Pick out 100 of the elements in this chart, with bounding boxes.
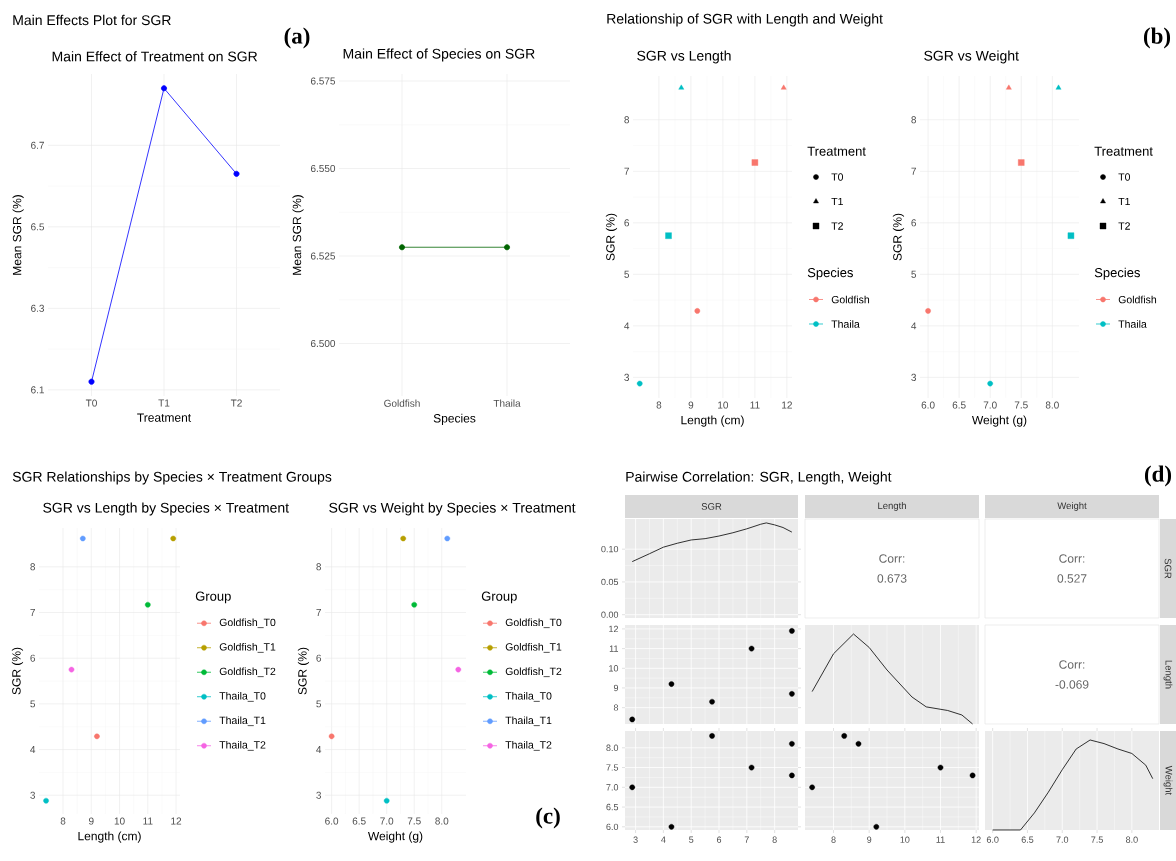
y-tick-label: 6.500 [310,339,336,348]
y-tick-label: 3 [911,373,917,381]
text: T1 [831,197,843,206]
x-tick-label: 7.5 [1014,401,1028,409]
x-axis-title: Weight (g) [367,831,423,843]
y-tick-label: 7 [911,167,916,175]
y-tick-label: 6.550 [310,164,336,173]
point [383,797,390,804]
x-tick-label: 3 [633,836,638,843]
x-tick-label: 6.0 [986,836,999,843]
point [780,84,787,90]
x-tick-label: Thaila [493,399,521,407]
point [170,535,177,542]
y-axis-title: SGR (%) [11,647,24,695]
y-tick-label: 5 [624,270,630,278]
x-axis-title: Treatment [137,413,192,422]
point [629,716,636,723]
legend-label: Thaila_T2 [505,740,552,751]
text: (d) [1144,465,1172,487]
x-tick-label: 6.5 [952,401,966,409]
text: Thaila [1118,320,1147,328]
y-tick-label: 6 [624,219,630,227]
legend-label: Thaila_T1 [505,716,552,727]
x-tick-label: 9 [88,817,94,825]
point [873,824,880,830]
point [444,535,451,542]
point [789,691,795,697]
y-tick-label: 6.0 [606,823,619,831]
y2-axis-title: Weight [1163,765,1173,796]
y-tick-label: 7 [30,609,35,616]
point [411,601,418,608]
point [789,772,795,779]
x-tick-label: 12 [171,817,182,825]
y-axis-title: SGR (%) [605,213,618,261]
chart-title: SGR vs Weight by Species × Treatment [329,502,576,516]
text: Corr: [1059,554,1085,563]
point [789,628,795,634]
x-tick-label: 7.5 [1091,836,1103,843]
text: Species [1094,267,1140,280]
text: T0 [1118,173,1131,181]
legend-label: Goldfish_T0 [505,618,562,629]
point [969,772,976,779]
point [1018,159,1025,166]
y-tick-label: 6.5 [606,803,619,811]
legend-label: Thaila_T0 [505,691,552,702]
text: Main Effects Plot for SGR [13,14,171,26]
x-tick-label: 10 [114,817,125,825]
x-tick-label: 8 [60,817,66,825]
text: -0.069 [1055,680,1089,689]
point [80,535,86,542]
chart-title: SGR [701,503,722,510]
point [789,741,795,747]
chart-title: SGR vs Length [637,50,731,64]
x-tick-label: 8.0 [1045,401,1059,409]
y-tick-label: 8 [624,116,630,124]
legend-label: Thaila_T1 [219,716,266,727]
x-tick-label: 6.5 [352,817,366,825]
chart-title: SGR vs Weight [924,50,1019,64]
legend-label: Goldfish_T0 [219,618,276,629]
x-tick-label: 7 [744,836,749,843]
text: (a) [284,27,310,49]
point [233,170,240,177]
x-tick-label: 6.5 [1021,836,1034,843]
y-axis-title: SGR (%) [297,647,310,695]
x-axis-title: Weight (g) [971,415,1027,427]
text: (c) [536,807,560,829]
text: T2 [831,222,843,230]
x-tick-label: 11 [750,401,760,409]
x-tick-label: 5 [689,836,694,843]
x-tick-label: 12 [971,836,981,843]
y-tick-label: 8 [911,116,917,124]
y-tick-label: 9 [613,684,619,692]
x-tick-label: 8 [772,836,777,843]
point [987,380,993,387]
y-tick-label: 6 [30,654,36,662]
point [1067,232,1075,239]
text: Length [878,502,906,511]
y-axis-title: Mean SGR (%) [12,195,24,275]
x-tick-label: T0 [85,399,97,407]
y-tick-label: 8.0 [606,744,619,751]
text: 0.673 [877,574,907,583]
x-tick-label: 12 [782,401,792,409]
point [709,698,715,705]
legend-title: Treatment [807,146,866,156]
x-tick-label: 6.0 [921,401,935,409]
point [678,84,685,90]
legend-label: Goldfish_T2 [505,667,562,678]
point [668,824,675,830]
legend-label: Goldfish_T1 [505,642,562,653]
y-axis-title: Mean SGR (%) [292,195,304,275]
text: Thaila [831,320,860,328]
point [668,681,675,687]
text: 0.527 [1057,574,1087,583]
y-tick-label: 4 [911,322,917,330]
point [694,308,701,314]
y-tick-label: 4 [624,322,630,330]
x-axis-title: Length (cm) [681,415,744,427]
legend-title: Group [195,591,231,604]
x-tick-label: 10 [900,836,910,843]
text: Corr: [1059,660,1085,669]
